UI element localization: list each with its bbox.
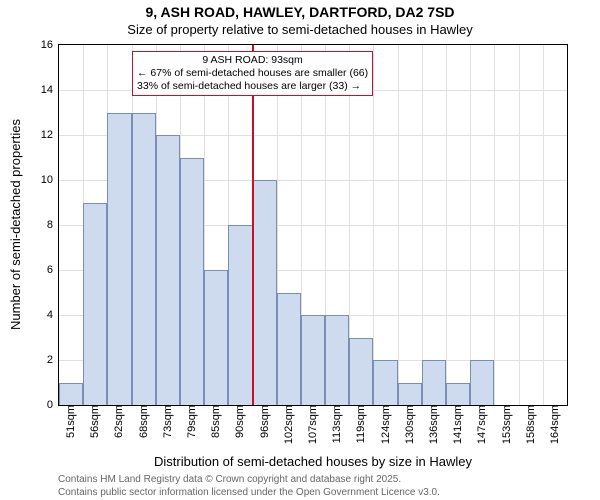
histogram-bar [83, 203, 107, 406]
histogram-bar [446, 383, 470, 406]
gridline-v [398, 45, 399, 405]
histogram-bar [204, 270, 228, 405]
annotation-box: 9 ASH ROAD: 93sqm← 67% of semi-detached … [132, 51, 373, 96]
x-tick-label: 113sqm [331, 405, 343, 447]
gridline-v [470, 45, 471, 405]
histogram-bar [470, 360, 494, 405]
annotation-line: ← 67% of semi-detached houses are smalle… [137, 67, 368, 80]
x-tick-label: 62sqm [113, 405, 125, 442]
x-tick-label: 119sqm [355, 405, 367, 447]
histogram-bar [59, 383, 83, 406]
x-tick-label: 107sqm [307, 405, 319, 448]
x-tick-label: 102sqm [283, 405, 295, 448]
histogram-bar [228, 225, 252, 405]
y-tick-label: 12 [41, 129, 59, 141]
x-tick-label: 130sqm [404, 405, 416, 448]
histogram-bar [373, 360, 397, 405]
x-tick-label: 73sqm [162, 405, 174, 442]
x-tick-label: 147sqm [476, 405, 488, 448]
x-tick-label: 158sqm [525, 405, 537, 448]
gridline-v [446, 45, 447, 405]
y-tick-label: 6 [47, 264, 59, 276]
x-tick-label: 85sqm [210, 405, 222, 442]
x-tick-label: 90sqm [234, 405, 246, 442]
histogram-bar [156, 135, 180, 405]
y-tick-label: 2 [47, 354, 59, 366]
histogram-bar [349, 338, 373, 406]
annotation-line: 9 ASH ROAD: 93sqm [137, 54, 368, 67]
x-tick-label: 56sqm [89, 405, 101, 442]
histogram-bar [325, 315, 349, 405]
histogram-bar [253, 180, 277, 405]
histogram-bar [422, 360, 446, 405]
x-tick-label: 153sqm [501, 405, 513, 448]
y-axis-label: Number of semi-detached properties [8, 44, 23, 406]
chart-subtitle: Size of property relative to semi-detach… [0, 22, 600, 37]
gridline-v [543, 45, 544, 405]
x-tick-label: 136sqm [428, 405, 440, 448]
x-tick-label: 164sqm [549, 405, 561, 448]
gridline-v [373, 45, 374, 405]
x-tick-label: 141sqm [452, 405, 464, 448]
histogram-bar [277, 293, 301, 406]
x-tick-label: 96sqm [259, 405, 271, 442]
x-axis-label: Distribution of semi-detached houses by … [58, 454, 568, 469]
histogram-bar [107, 113, 131, 406]
histogram-bar [398, 383, 422, 406]
x-tick-label: 68sqm [138, 405, 150, 442]
gridline-v [519, 45, 520, 405]
histogram-plot: 024681012141651sqm56sqm62sqm68sqm73sqm79… [58, 44, 568, 406]
x-tick-label: 124sqm [380, 405, 392, 448]
gridline-v [494, 45, 495, 405]
histogram-bar [132, 113, 156, 406]
footer-line-2: Contains public sector information licen… [58, 487, 440, 500]
histogram-bar [180, 158, 204, 406]
x-tick-label: 79sqm [186, 405, 198, 442]
y-tick-label: 4 [47, 309, 59, 321]
chart-title: 9, ASH ROAD, HAWLEY, DARTFORD, DA2 7SD [0, 4, 600, 20]
reference-marker-line [252, 45, 254, 405]
footer-line-1: Contains HM Land Registry data © Crown c… [58, 474, 440, 487]
y-tick-label: 0 [47, 399, 59, 411]
y-tick-label: 10 [41, 174, 59, 186]
y-tick-label: 16 [41, 39, 59, 51]
histogram-bar [301, 315, 325, 405]
gridline-v [422, 45, 423, 405]
x-tick-label: 51sqm [65, 405, 77, 442]
y-tick-label: 8 [47, 219, 59, 231]
attribution-footer: Contains HM Land Registry data © Crown c… [58, 474, 440, 499]
annotation-line: 33% of semi-detached houses are larger (… [137, 80, 368, 93]
y-tick-label: 14 [41, 84, 59, 96]
